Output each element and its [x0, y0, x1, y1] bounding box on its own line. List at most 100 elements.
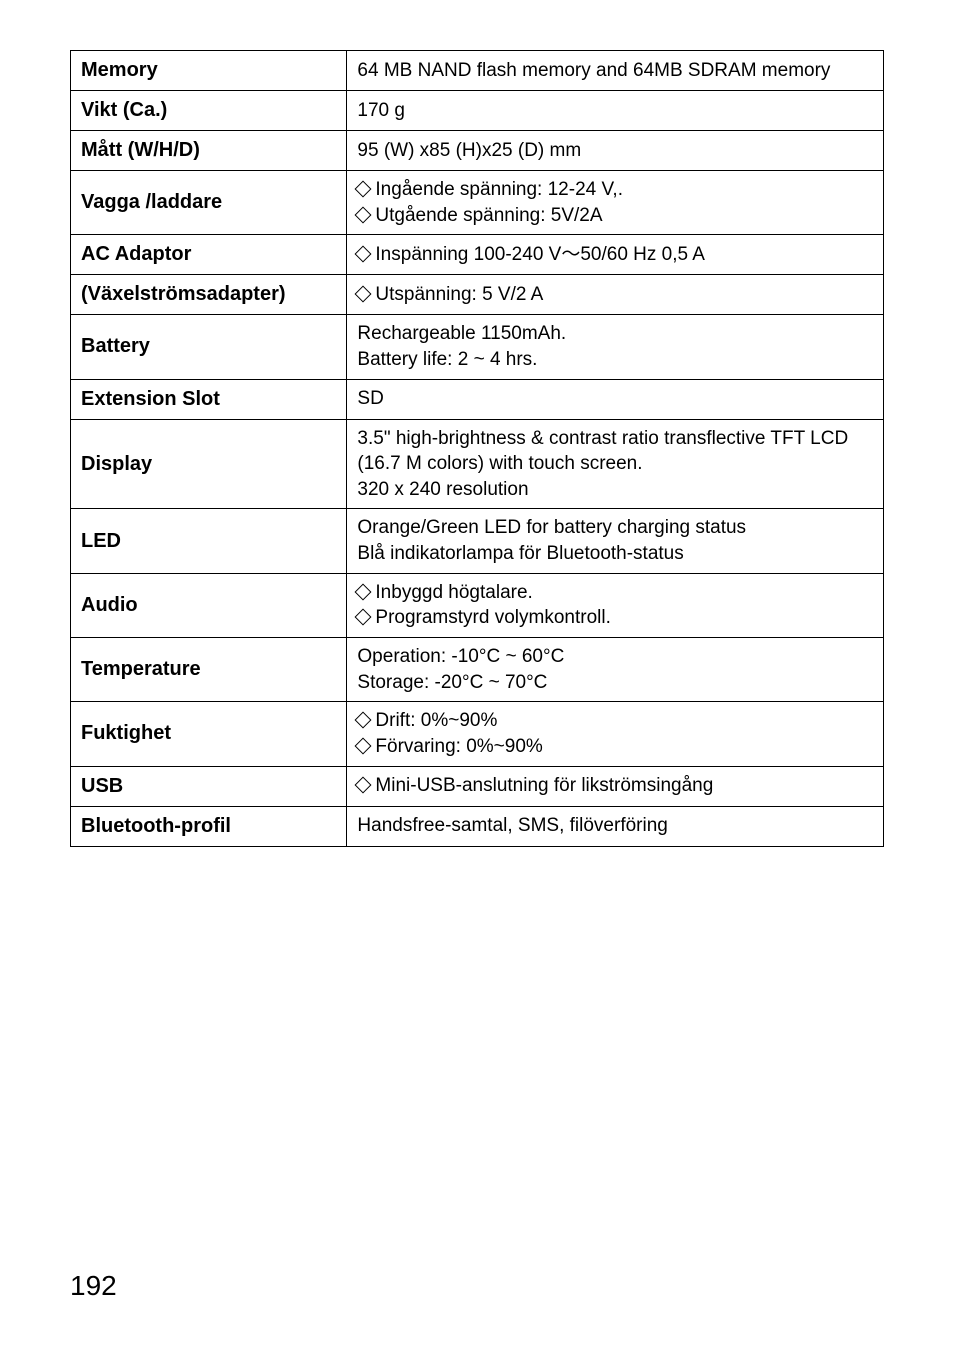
- spec-value-line: SD: [357, 386, 873, 412]
- spec-value-line: Inbyggd högtalare.: [357, 580, 873, 606]
- spec-value-line: Rechargeable 1150mAh.: [357, 321, 873, 347]
- spec-value-line: Inspänning 100-240 V～50/60 Hz 0,5 A: [357, 242, 873, 268]
- spec-value: 3.5" high-brightness & contrast ratio tr…: [347, 419, 884, 509]
- table-row: LED Orange/Green LED for battery charging…: [71, 509, 884, 573]
- spec-value: Orange/Green LED for battery charging st…: [347, 509, 884, 573]
- spec-label: Memory: [71, 51, 347, 91]
- spec-value: Inspänning 100-240 V～50/60 Hz 0,5 A: [347, 235, 884, 275]
- spec-value-line: Drift: 0%~90%: [357, 708, 873, 734]
- spec-value-line: Orange/Green LED for battery charging st…: [357, 515, 873, 541]
- table-row: Vagga /laddareIngående spänning: 12-24 V…: [71, 171, 884, 235]
- spec-value: Operation: -10°C ~ 60°C Storage: -20°C ~ …: [347, 638, 884, 702]
- spec-value-text: Förvaring: 0%~90%: [375, 736, 542, 757]
- spec-value-text: Inspänning 100-240 V～50/60 Hz 0,5 A: [375, 244, 705, 265]
- spec-value-text: Rechargeable 1150mAh.: [357, 323, 566, 344]
- page-number: 192: [70, 1270, 117, 1302]
- table-row: Fuktighet Drift: 0%~90% Förvaring: 0%~90%: [71, 702, 884, 766]
- spec-value-text: SD: [357, 388, 383, 409]
- spec-label: Temperature: [71, 638, 347, 702]
- diamond-icon: [355, 777, 372, 794]
- spec-value: Drift: 0%~90% Förvaring: 0%~90%: [347, 702, 884, 766]
- table-row: Extension Slot SD: [71, 379, 884, 419]
- diamond-icon: [355, 206, 372, 223]
- spec-value-line: Handsfree-samtal, SMS, filöverföring: [357, 813, 873, 839]
- spec-value-text: 320 x 240 resolution: [357, 479, 528, 500]
- spec-value-text: 95 (W) x85 (H)x25 (D) mm: [357, 140, 581, 161]
- spec-value: Inbyggd högtalare. Programstyrd volymkont…: [347, 573, 884, 637]
- spec-label: Extension Slot: [71, 379, 347, 419]
- spec-value: Rechargeable 1150mAh. Battery life: 2 ~ 4…: [347, 315, 884, 379]
- table-row: USB Mini-USB-anslutning för likströmsingå…: [71, 766, 884, 806]
- spec-label: Mått (W/H/D): [71, 131, 347, 171]
- table-row: Battery Rechargeable 1150mAh. Battery life…: [71, 315, 884, 379]
- table-row: Temperature Operation: -10°C ~ 60°C Storag…: [71, 638, 884, 702]
- spec-label: LED: [71, 509, 347, 573]
- spec-value-text: Drift: 0%~90%: [375, 710, 497, 731]
- spec-value-line: Programstyrd volymkontroll.: [357, 605, 873, 631]
- diamond-icon: [355, 609, 372, 626]
- spec-label: Display: [71, 419, 347, 509]
- spec-value: Mini-USB-anslutning för likströmsingång: [347, 766, 884, 806]
- spec-value-line: 95 (W) x85 (H)x25 (D) mm: [357, 138, 873, 164]
- table-row: Display3.5" high-brightness & contrast r…: [71, 419, 884, 509]
- spec-value-text: 170 g: [357, 100, 405, 121]
- diamond-icon: [355, 737, 372, 754]
- diamond-icon: [355, 583, 372, 600]
- spec-value: 64 MB NAND flash memory and 64MB SDRAM m…: [347, 51, 884, 91]
- spec-value: Ingående spänning: 12-24 V,. Utgående spä…: [347, 171, 884, 235]
- spec-value: 170 g: [347, 91, 884, 131]
- spec-label: Bluetooth-profil: [71, 806, 347, 846]
- spec-value: 95 (W) x85 (H)x25 (D) mm: [347, 131, 884, 171]
- spec-value-text: Handsfree-samtal, SMS, filöverföring: [357, 815, 667, 836]
- table-row: Vikt (Ca.) 170 g: [71, 91, 884, 131]
- spec-value-line: Operation: -10°C ~ 60°C: [357, 644, 873, 670]
- spec-label: Vikt (Ca.): [71, 91, 347, 131]
- spec-value-text: Blå indikatorlampa för Bluetooth-status: [357, 543, 683, 564]
- spec-value-text: Battery life: 2 ~ 4 hrs.: [357, 349, 537, 370]
- spec-value: SD: [347, 379, 884, 419]
- spec-value-line: Utspänning: 5 V/2 A: [357, 282, 873, 308]
- spec-value-line: Mini-USB-anslutning för likströmsingång: [357, 773, 873, 799]
- spec-value-line: Battery life: 2 ~ 4 hrs.: [357, 347, 873, 373]
- spec-value-text: Orange/Green LED for battery charging st…: [357, 517, 746, 538]
- spec-label: USB: [71, 766, 347, 806]
- spec-label: AC Adaptor: [71, 235, 347, 275]
- spec-label: Battery: [71, 315, 347, 379]
- spec-value-text: Operation: -10°C ~ 60°C: [357, 646, 564, 667]
- diamond-icon: [355, 712, 372, 729]
- spec-label: Vagga /laddare: [71, 171, 347, 235]
- table-row: Mått (W/H/D) 95 (W) x85 (H)x25 (D) mm: [71, 131, 884, 171]
- spec-value: Utspänning: 5 V/2 A: [347, 275, 884, 315]
- spec-value-line: 64 MB NAND flash memory and 64MB SDRAM m…: [357, 58, 873, 84]
- diamond-icon: [355, 180, 372, 197]
- spec-value-line: Utgående spänning: 5V/2A: [357, 203, 873, 229]
- spec-value-text: Ingående spänning: 12-24 V,.: [375, 179, 623, 200]
- spec-value-text: Storage: -20°C ~ 70°C: [357, 672, 547, 693]
- table-row: AC Adaptor Inspänning 100-240 V～50/60 Hz …: [71, 235, 884, 275]
- spec-label: (Växelströmsadapter): [71, 275, 347, 315]
- spec-label: Audio: [71, 573, 347, 637]
- table-row: Bluetooth-profil Handsfree-samtal, SMS, f…: [71, 806, 884, 846]
- spec-value-text: Programstyrd volymkontroll.: [375, 607, 610, 628]
- table-row: (Växelströmsadapter) Utspänning: 5 V/2 A: [71, 275, 884, 315]
- diamond-icon: [355, 245, 372, 262]
- spec-label: Fuktighet: [71, 702, 347, 766]
- spec-value-text: Utspänning: 5 V/2 A: [375, 284, 543, 305]
- table-row: Memory 64 MB NAND flash memory and 64MB S…: [71, 51, 884, 91]
- diamond-icon: [355, 285, 372, 302]
- spec-value-text: 64 MB NAND flash memory and 64MB SDRAM m…: [357, 60, 830, 81]
- spec-value: Handsfree-samtal, SMS, filöverföring: [347, 806, 884, 846]
- spec-value-text: Inbyggd högtalare.: [375, 582, 532, 603]
- spec-value-line: 3.5" high-brightness & contrast ratio tr…: [357, 426, 873, 477]
- spec-value-text: Utgående spänning: 5V/2A: [375, 205, 602, 226]
- spec-value-text: 3.5" high-brightness & contrast ratio tr…: [357, 428, 848, 475]
- spec-value-line: 320 x 240 resolution: [357, 477, 873, 503]
- spec-value-line: Storage: -20°C ~ 70°C: [357, 670, 873, 696]
- table-row: Audio Inbyggd högtalare. Programstyrd voly…: [71, 573, 884, 637]
- spec-value-line: 170 g: [357, 98, 873, 124]
- spec-value-text: Mini-USB-anslutning för likströmsingång: [375, 775, 713, 796]
- spec-value-line: Ingående spänning: 12-24 V,.: [357, 177, 873, 203]
- spec-value-line: Blå indikatorlampa för Bluetooth-status: [357, 541, 873, 567]
- spec-table: Memory 64 MB NAND flash memory and 64MB S…: [70, 50, 884, 847]
- spec-value-line: Förvaring: 0%~90%: [357, 734, 873, 760]
